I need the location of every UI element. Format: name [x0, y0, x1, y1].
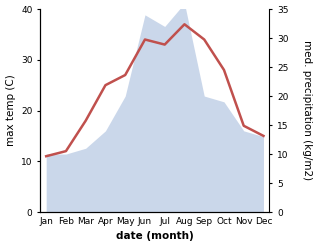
Y-axis label: max temp (C): max temp (C)	[5, 75, 16, 146]
X-axis label: date (month): date (month)	[116, 231, 194, 242]
Y-axis label: med. precipitation (kg/m2): med. precipitation (kg/m2)	[302, 41, 313, 181]
